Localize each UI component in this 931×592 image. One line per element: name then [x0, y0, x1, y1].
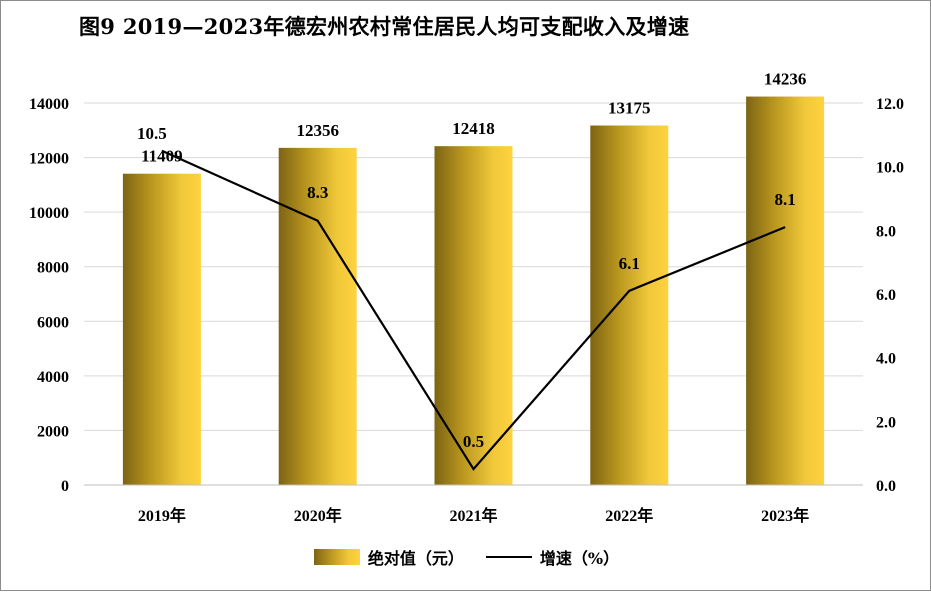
- bar: [746, 97, 824, 485]
- y-right-tick-label: 12.0: [876, 96, 904, 113]
- y-left-tick-label: 6000: [37, 314, 69, 331]
- bar-data-label: 12418: [452, 119, 495, 138]
- x-tick-label: 2023年: [761, 506, 809, 525]
- y-left-tick-label: 14000: [29, 96, 69, 113]
- y-right-tick-label: 8.0: [876, 223, 896, 240]
- x-tick-label: 2020年: [294, 506, 342, 525]
- y-left-tick-label: 12000: [29, 151, 69, 168]
- line-data-label: 0.5: [463, 432, 484, 451]
- legend-item-bar: 绝对值（元）: [314, 545, 464, 569]
- bar-data-label: 13175: [608, 99, 651, 118]
- line-data-label: 6.1: [619, 254, 640, 273]
- y-left-tick-label: 4000: [37, 369, 69, 386]
- y-left-tick-label: 2000: [37, 423, 69, 440]
- x-tick-label: 2021年: [449, 506, 497, 525]
- bar-data-label: 14236: [764, 70, 807, 89]
- bar-data-label: 11409: [141, 147, 183, 166]
- y-right-tick-label: 6.0: [876, 287, 896, 304]
- bar: [590, 126, 668, 485]
- legend-label-bar: 绝对值（元）: [368, 545, 464, 569]
- bar-data-label: 12356: [296, 121, 339, 140]
- legend-label-line: 增速（%）: [540, 545, 619, 569]
- bar: [123, 174, 201, 485]
- y-left-tick-label: 10000: [29, 205, 69, 222]
- y-right-tick-label: 4.0: [876, 351, 896, 368]
- x-tick-label: 2022年: [605, 506, 653, 525]
- y-right-tick-label: 2.0: [876, 414, 896, 431]
- legend-swatch-line: [486, 556, 532, 558]
- y-left-tick-label: 0: [61, 478, 69, 495]
- line-data-label: 8.3: [307, 183, 328, 202]
- legend-item-line: 增速（%）: [486, 545, 619, 569]
- y-right-tick-label: 10.0: [876, 160, 904, 177]
- y-right-tick-label: 0.0: [876, 478, 896, 495]
- line-data-label: 10.5: [137, 124, 167, 143]
- legend: 绝对值（元） 增速（%）: [1, 545, 931, 569]
- line-data-label: 8.1: [774, 190, 795, 209]
- x-tick-label: 2019年: [138, 506, 186, 525]
- y-left-tick-label: 8000: [37, 260, 69, 277]
- legend-swatch-bar: [314, 549, 360, 565]
